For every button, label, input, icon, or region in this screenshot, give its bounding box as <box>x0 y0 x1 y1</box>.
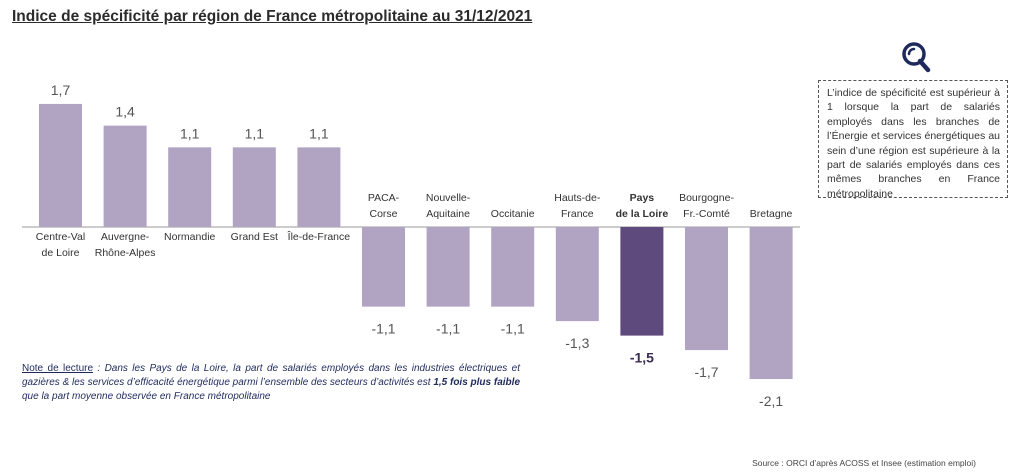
data-label: -1,1 <box>436 321 460 337</box>
bar <box>103 125 147 227</box>
category-label: France <box>561 208 594 220</box>
data-label: -1,7 <box>694 364 718 380</box>
data-label: 1,7 <box>51 82 71 98</box>
note-emphasis: 1,5 fois plus faible <box>433 377 521 388</box>
data-label: 1,1 <box>180 125 200 141</box>
data-label: -1,3 <box>565 335 589 351</box>
category-label: Auvergne- <box>101 231 150 243</box>
data-label: -1,1 <box>501 321 525 337</box>
category-label: Nouvelle- <box>426 192 471 204</box>
category-label: Corse <box>369 208 397 220</box>
bar <box>39 103 82 227</box>
category-label: Bourgogne- <box>679 192 734 204</box>
category-label: Occitanie <box>491 208 535 220</box>
bar <box>555 227 599 322</box>
magnifier-search-icon <box>898 40 932 74</box>
category-label: Île-de-France <box>287 230 351 243</box>
category-label: de la Loire <box>616 208 669 220</box>
bar <box>362 227 405 307</box>
bar <box>297 147 341 227</box>
bar <box>620 227 664 336</box>
category-label: Fr.-Comté <box>683 208 730 220</box>
note-text-after: que la part moyenne observée en France m… <box>22 391 271 402</box>
category-label: PACA- <box>368 192 400 204</box>
category-label: Centre-Val <box>36 231 85 243</box>
category-label: Bretagne <box>750 208 793 220</box>
bar <box>426 227 470 307</box>
data-label: 1,4 <box>115 104 135 120</box>
bar <box>168 147 212 227</box>
category-label: Grand Est <box>231 231 278 243</box>
info-box: L’indice de spécificité est supérieur à … <box>818 80 1008 200</box>
chart-title: Indice de spécificité par région de Fran… <box>12 8 533 25</box>
category-label: Rhône-Alpes <box>95 247 156 259</box>
data-label: -2,1 <box>759 393 783 409</box>
bar <box>685 227 728 351</box>
category-label: Hauts-de- <box>554 192 601 204</box>
data-label: 1,1 <box>309 125 329 141</box>
data-label: -1,1 <box>371 321 395 337</box>
note-label: Note de lecture <box>22 363 94 374</box>
bar <box>491 227 535 307</box>
category-label: de Loire <box>42 247 80 259</box>
category-label: Normandie <box>164 231 216 243</box>
bar <box>232 147 276 227</box>
source-note: Source : ORCI d’après ACOSS et Insee (es… <box>752 458 976 468</box>
data-label: 1,1 <box>245 125 265 141</box>
note-text-before: : Dans les Pays de la Loire, la part de … <box>22 363 520 388</box>
reading-note: Note de lecture : Dans les Pays de la Lo… <box>22 362 520 404</box>
category-label: Pays <box>630 192 655 204</box>
bar <box>749 227 793 380</box>
data-label: -1,5 <box>630 350 654 366</box>
category-label: Aquitaine <box>426 208 470 220</box>
